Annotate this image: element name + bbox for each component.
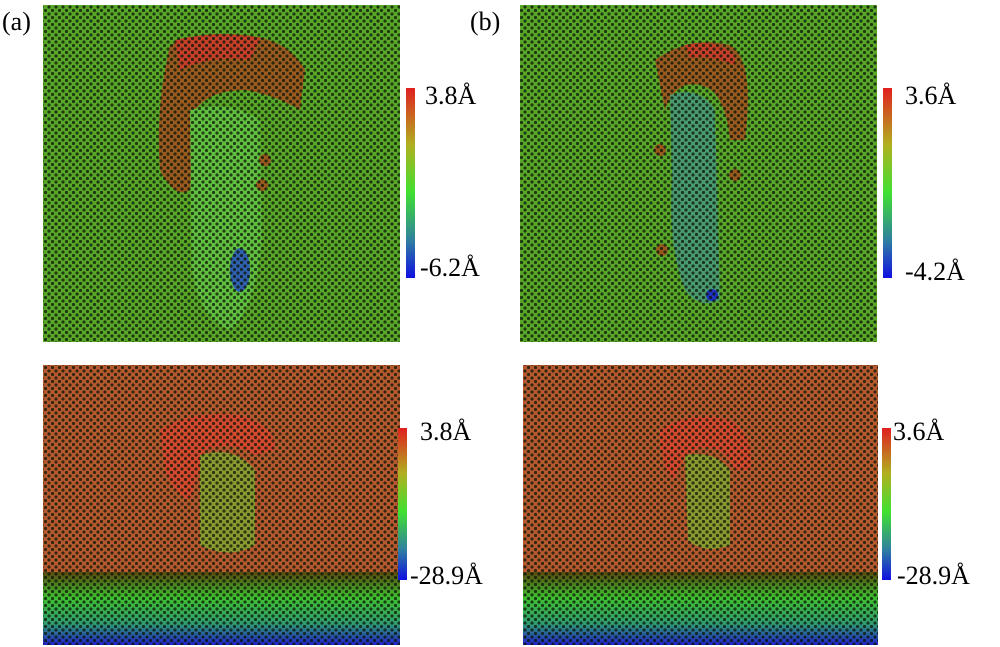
colorbar-max: 3.6Å [905,81,957,110]
panel-label: (b) [470,7,500,36]
image-b-bottom [523,365,878,645]
panel-label: (a) [2,7,31,36]
colorbar-max: 3.8Å [425,81,477,110]
colorbar [882,428,891,580]
colorbar [398,428,407,580]
colorbar-min: -28.9Å [897,561,970,590]
colorbar-min: -4.2Å [905,257,965,286]
colorbar [883,88,892,278]
image-a-bottom [43,365,400,645]
colorbar-max: 3.6Å [893,417,945,446]
colorbar [406,88,415,278]
colorbar-min: -28.9Å [410,561,483,590]
image-a-top [43,5,400,342]
image-b-top [520,5,877,342]
colorbar-max: 3.8Å [420,417,472,446]
colorbar-min: -6.2Å [420,253,480,282]
